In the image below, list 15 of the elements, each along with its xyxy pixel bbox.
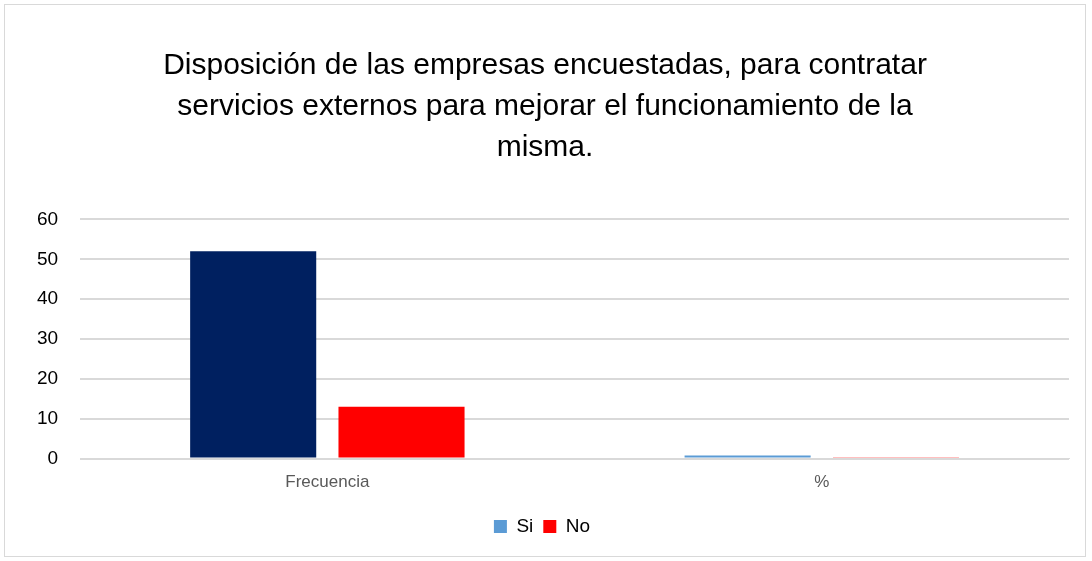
- y-tick-label: 50: [36, 247, 59, 269]
- bar: [338, 406, 465, 458]
- y-tick-label: 20: [36, 367, 59, 389]
- y-tick-label: 60: [36, 207, 59, 229]
- x-tick-label: Frecuencia: [285, 472, 370, 492]
- y-tick-label: 0: [47, 446, 59, 468]
- y-tick-label: 40: [36, 287, 59, 309]
- x-tick-label: %: [814, 472, 830, 492]
- legend-label: No: [565, 514, 591, 536]
- bar: [190, 251, 317, 458]
- bar: [684, 455, 811, 458]
- y-tick-label: 10: [36, 406, 59, 428]
- y-tick-label: 30: [36, 327, 59, 349]
- chart-title: Disposición de las empresas encuestadas, para contratar servicios externos para mejorar el funcionamiento de la misma.: [162, 46, 928, 164]
- legend-label: Si: [516, 514, 534, 536]
